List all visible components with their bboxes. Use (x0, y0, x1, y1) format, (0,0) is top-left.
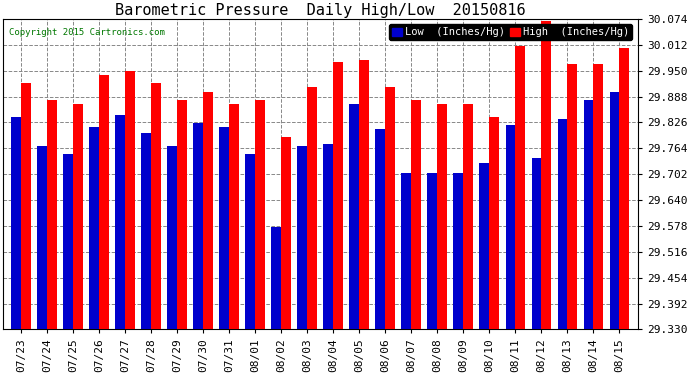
Bar (89, 127, 99, 330)
Bar (177, 100, 187, 330)
Bar (246, 154, 255, 330)
Bar (411, 100, 421, 330)
Bar (427, 173, 437, 330)
Bar (47, 100, 57, 330)
Bar (21, 83, 31, 330)
Bar (584, 100, 593, 330)
Bar (73, 104, 83, 330)
Bar (229, 104, 239, 330)
Bar (63, 154, 73, 330)
Bar (37, 146, 47, 330)
Bar (11, 117, 21, 330)
Bar (151, 83, 161, 330)
Bar (609, 92, 620, 330)
Bar (203, 92, 213, 330)
Bar (307, 87, 317, 330)
Bar (193, 123, 203, 330)
Bar (453, 173, 464, 330)
Bar (567, 64, 578, 330)
Bar (375, 129, 385, 330)
Text: Copyright 2015 Cartronics.com: Copyright 2015 Cartronics.com (9, 28, 165, 37)
Bar (402, 173, 411, 330)
Bar (593, 64, 603, 330)
Bar (349, 104, 359, 330)
Bar (125, 71, 135, 330)
Bar (99, 75, 109, 330)
Bar (167, 146, 177, 330)
Bar (271, 227, 282, 330)
Bar (515, 46, 525, 330)
Bar (282, 138, 291, 330)
Bar (464, 104, 473, 330)
Bar (297, 146, 307, 330)
Bar (558, 119, 567, 330)
Bar (506, 125, 515, 330)
Bar (620, 48, 629, 330)
Bar (115, 114, 125, 330)
Bar (255, 100, 265, 330)
Bar (531, 158, 542, 330)
Bar (324, 144, 333, 330)
Bar (437, 104, 447, 330)
Bar (333, 62, 343, 330)
Bar (480, 162, 489, 330)
Legend: Low  (Inches/Hg), High  (Inches/Hg): Low (Inches/Hg), High (Inches/Hg) (388, 24, 633, 40)
Bar (141, 133, 151, 330)
Bar (489, 117, 500, 330)
Bar (219, 127, 229, 330)
Bar (385, 87, 395, 330)
Title: Barometric Pressure  Daily High/Low  20150816: Barometric Pressure Daily High/Low 20150… (115, 3, 526, 18)
Bar (359, 60, 369, 330)
Bar (542, 21, 551, 330)
